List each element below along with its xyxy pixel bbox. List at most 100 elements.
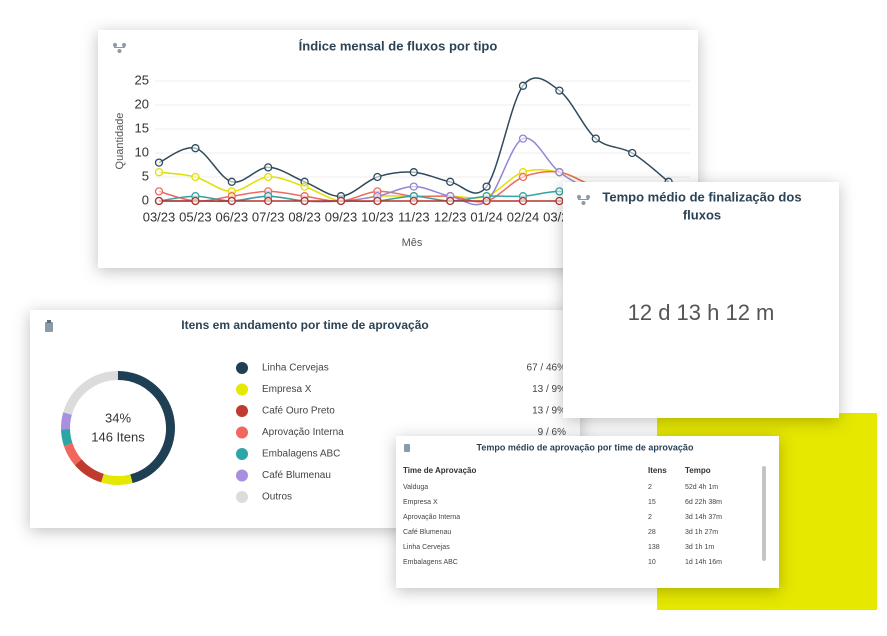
legend-swatch [236,469,248,482]
point [191,144,200,153]
donut-segment [117,371,175,484]
card-title: Tempo médio de finalização dos [602,189,801,204]
y-tick-label: 5 [142,168,149,183]
table-cell: 3d 1h 1m [685,544,714,551]
point [555,187,564,196]
chart-title: Índice mensal de fluxos por tipo [299,38,498,53]
table-cell: 1d 14h 16m [685,559,722,566]
legend-label: Embalagens ABC [262,449,340,460]
table-cell: Café Blumenau [403,529,451,536]
table-cell: Embalagens ABC [403,559,458,566]
donut-segment [74,459,104,483]
legend-label: Café Blumenau [262,470,331,481]
y-tick-label: 25 [135,72,149,87]
point [336,196,346,206]
table-cell: Aprovação Interna [403,514,460,521]
card [563,182,839,418]
table-cell: 28 [648,529,656,536]
table-cell: Linha Cervejas [403,544,450,551]
icon [404,444,410,452]
table-cell: 52d 4h 1m [685,484,718,491]
legend-value: 67 / 46% [527,363,567,374]
point [154,168,164,177]
donut-segment [63,371,119,415]
legend-value: 13 / 9% [532,384,566,395]
table-cell: 6d 22h 38m [685,499,722,506]
x-tick-label: 08/23 [288,209,321,224]
point [409,168,418,177]
icon [113,43,126,53]
table-cell: 10 [648,559,656,566]
x-axis-label: Mês [402,237,423,249]
point [591,134,600,143]
point [373,196,382,206]
y-tick-label: 20 [135,96,149,111]
x-tick-label: 12/23 [434,209,467,224]
column-header: Itens [648,466,667,475]
point [264,172,273,182]
x-tick-label: 07/23 [252,209,285,224]
table-cell: 2 [648,514,652,521]
point [628,148,637,158]
legend-label: Café Ouro Preto [262,406,335,417]
point [518,134,528,143]
point [555,196,564,206]
chart-title: Itens em andamento por time de aprovação [181,318,428,332]
x-tick-label: 01/24 [470,209,503,224]
finalization-card: Tempo médio de finalização dos fluxos 12… [563,182,839,418]
table-cell: Empresa X [403,499,438,506]
y-tick-label: 10 [135,144,149,159]
donut-segment [61,412,72,430]
donut-segment [63,443,82,466]
x-tick-label: 10/23 [361,209,394,224]
point [518,81,528,90]
icon [45,320,53,332]
legend-swatch [236,426,248,439]
card-title: fluxos [683,207,721,222]
point [264,196,273,206]
icon [577,195,590,205]
point [191,196,200,206]
donut-segment [101,473,133,485]
scrollbar[interactable] [762,466,766,561]
x-tick-label: 11/23 [398,209,430,224]
y-tick-label: 0 [142,192,149,207]
x-tick-label: 03/23 [143,209,176,224]
point [482,182,491,191]
legend-swatch [236,405,248,417]
table-cell: 3d 1h 27m [685,529,718,536]
point [373,172,382,182]
center-label: 146 Itens [91,429,145,444]
legend-label: Linha Cervejas [262,363,329,374]
point [154,196,164,206]
point [227,196,236,206]
point [191,172,200,182]
legend-label: Empresa X [262,384,312,395]
x-tick-label: 09/23 [325,209,358,224]
legend-swatch [236,448,248,460]
point [154,158,164,167]
table-title: Tempo médio de aprovação por time de apr… [477,442,694,452]
point [555,86,564,95]
table-cell: 3d 14h 37m [685,514,722,521]
point [154,187,164,196]
point [227,177,236,186]
point [518,196,528,206]
point [300,182,309,191]
column-header: Time de Aprovação [403,466,476,475]
metric-value: 12 d 13 h 12 m [628,300,775,325]
legend-swatch [236,491,248,503]
legend-value: 13 / 9% [532,406,566,417]
legend-swatch [236,383,248,396]
y-axis-label: Quantidade [114,113,126,170]
legend-label: Outros [262,492,292,503]
donut-segment [61,428,73,447]
table-card: Tempo médio de aprovação por time de apr… [396,436,779,588]
point [446,196,455,206]
table-cell: Valduga [403,484,428,491]
point [300,196,309,206]
point [446,177,455,186]
point [482,196,491,206]
y-tick-label: 15 [135,120,149,135]
